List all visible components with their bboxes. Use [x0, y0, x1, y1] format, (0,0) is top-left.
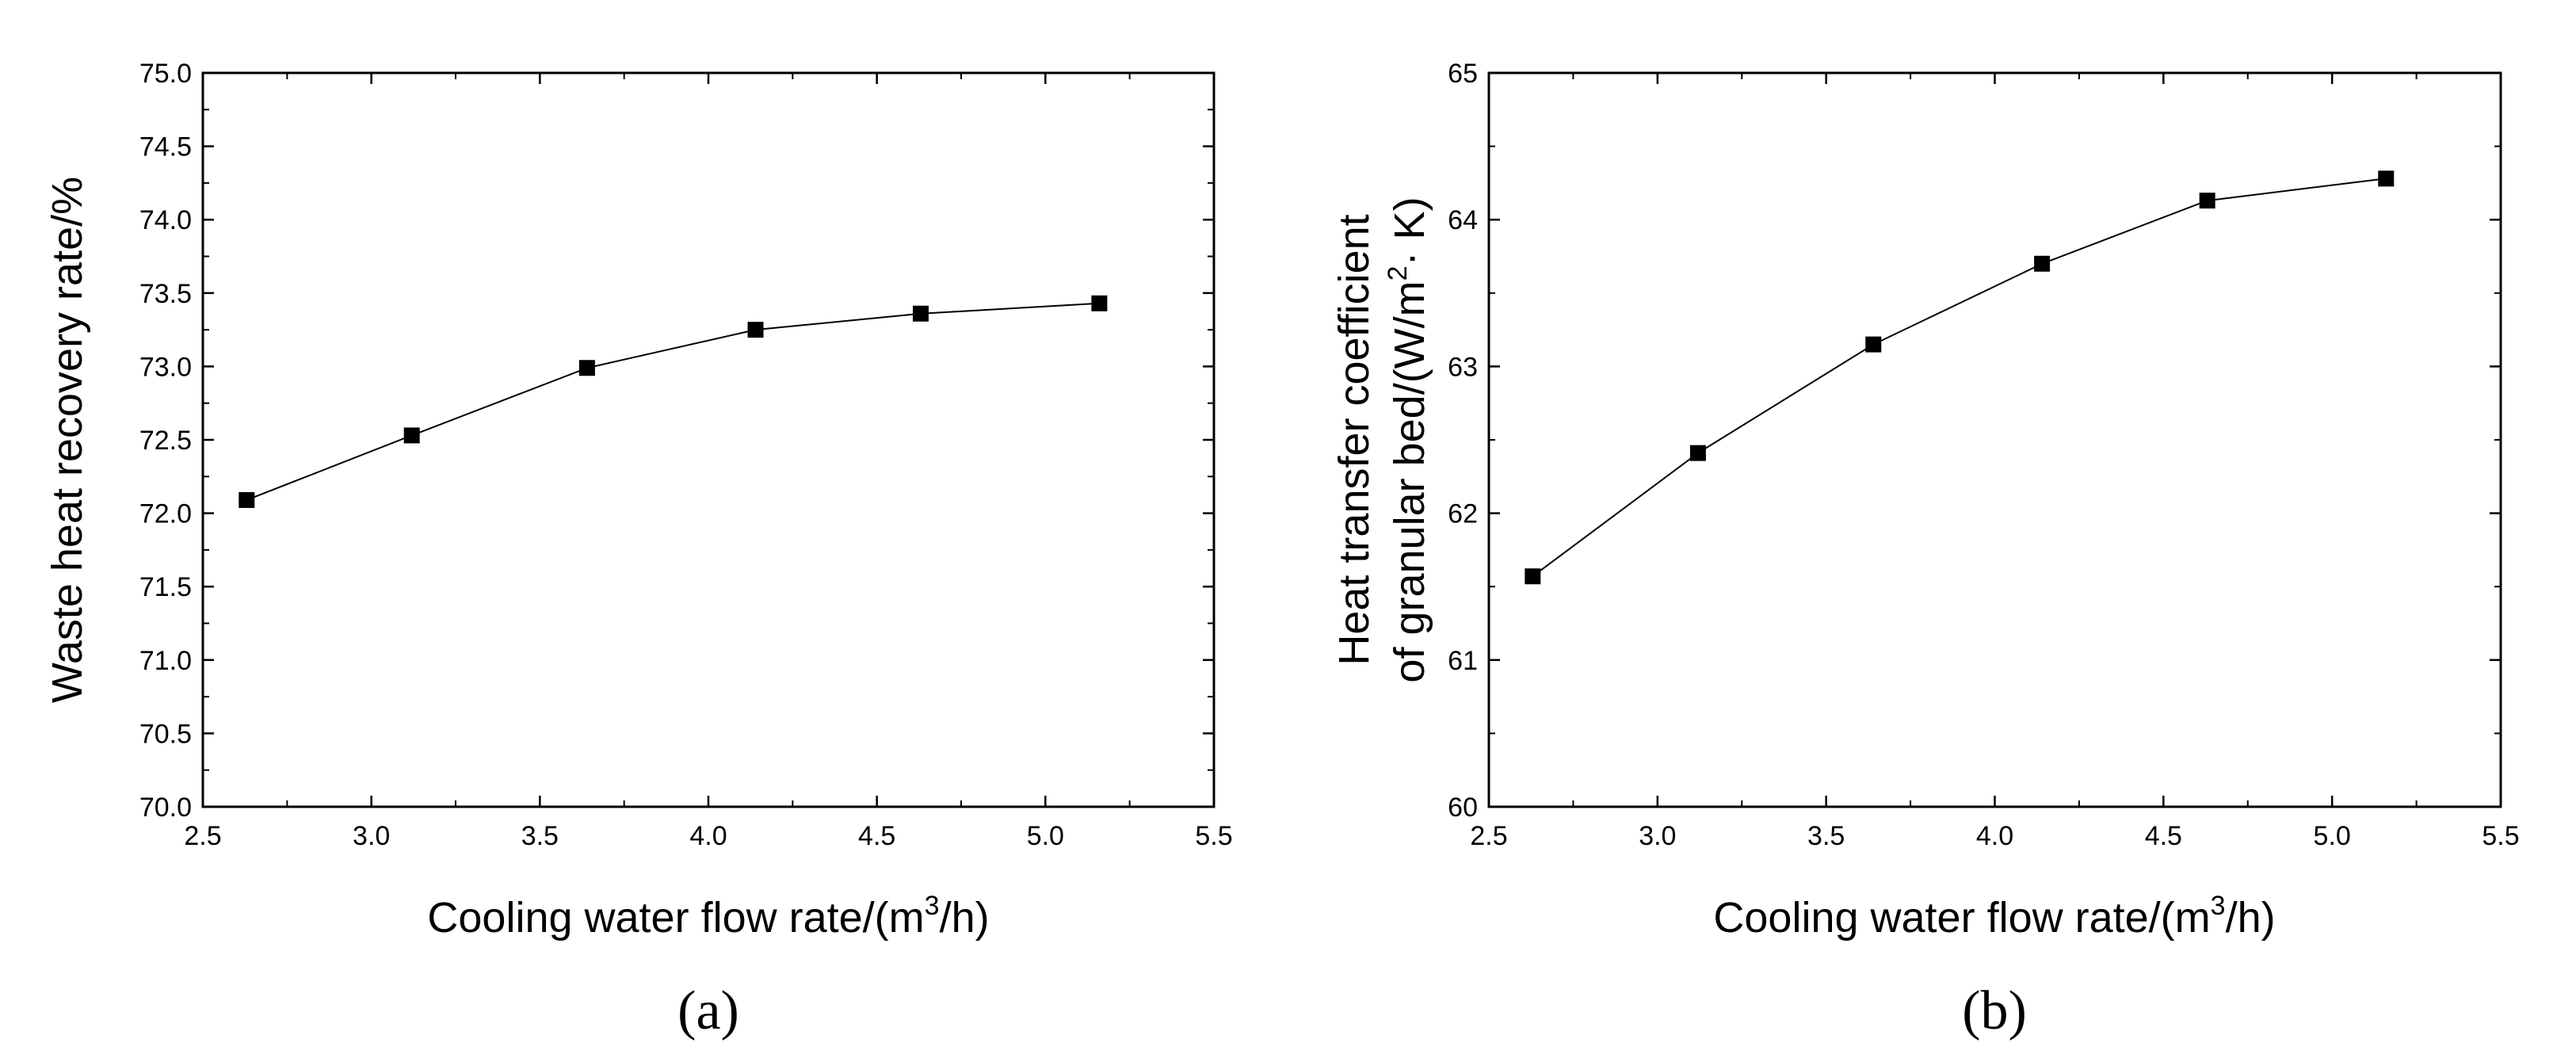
- series-markers: [1525, 170, 2395, 585]
- y-tick-label: 71.5: [139, 572, 192, 602]
- y-axis-label: Waste heat recovery rate/%: [44, 177, 91, 703]
- y-tick-label: 71.0: [139, 646, 192, 676]
- y-tick-labels: 70.0 70.5 71.0 71.5 72.0 72.5 73.0 73.5 74.0 74.5…: [139, 59, 192, 823]
- x-tick-label: 3.0: [353, 821, 390, 851]
- panel-label-a: (a): [677, 980, 739, 1041]
- x-tick-label: 2.5: [1470, 821, 1507, 851]
- y-tick-label: 70.0: [139, 793, 192, 823]
- y-tick-label: 61: [1448, 646, 1478, 676]
- data-point: [578, 360, 595, 376]
- y-tick-labels: 60 61 62 63 64 65: [1448, 59, 1478, 823]
- y-tick-label: 73.0: [139, 352, 192, 382]
- x-tick-label: 4.0: [689, 821, 727, 851]
- x-tick-label: 2.5: [184, 821, 221, 851]
- data-point: [239, 491, 255, 508]
- x-tick-label: 3.5: [1807, 821, 1845, 851]
- x-tick-label: 5.0: [2314, 821, 2351, 851]
- x-tick-label: 3.0: [1639, 821, 1676, 851]
- y-tick-label: 72.0: [139, 499, 192, 529]
- chart-panel-a: 2.5 3.0 3.5 4.0 4.5 5.0 5.5 70.0 70.5 71.0 71.5 72…: [44, 59, 1233, 1041]
- y-tick-label: 60: [1448, 793, 1478, 823]
- x-tick-label: 5.0: [1027, 821, 1064, 851]
- y-tick-label: 73.5: [139, 279, 192, 309]
- x-tick-labels: 2.5 3.0 3.5 4.0 4.5 5.0 5.5: [1470, 821, 2519, 851]
- x-tick-labels: 2.5 3.0 3.5 4.0 4.5 5.0 5.5: [184, 821, 1232, 851]
- data-point: [2034, 255, 2051, 272]
- data-point: [2378, 170, 2395, 187]
- data-point: [1091, 295, 1108, 311]
- data-point: [2199, 193, 2215, 209]
- x-tick-label: 4.0: [1976, 821, 2013, 851]
- x-axis-label: Cooling water flow rate/(m3/h): [427, 891, 989, 942]
- chart-panel-b: 2.5 3.0 3.5 4.0 4.5 5.0 5.5 60 61 62 63 64 65 Cooli…: [1330, 59, 2520, 1041]
- x-tick-label: 5.5: [2482, 821, 2519, 851]
- series-line-path: [246, 302, 1100, 501]
- major-ticks: [1487, 71, 2502, 808]
- data-point: [403, 427, 420, 444]
- x-tick-label: 4.5: [2145, 821, 2182, 851]
- series-line-path: [1532, 178, 2387, 578]
- data-point: [1689, 445, 1706, 461]
- y-axis-label-line2: of granular bed/(W/m2· K): [1383, 197, 1433, 682]
- series-markers: [239, 295, 1108, 508]
- panel-label-b: (b): [1962, 980, 2027, 1041]
- data-point: [912, 305, 929, 322]
- y-axis-label-line1: Heat transfer coefficient: [1330, 214, 1378, 665]
- y-tick-label: 74.5: [139, 132, 192, 162]
- x-tick-label: 5.5: [1195, 821, 1232, 851]
- series-line: [1532, 178, 2387, 578]
- x-tick-label: 3.5: [521, 821, 559, 851]
- y-tick-label: 72.5: [139, 426, 192, 456]
- y-tick-label: 65: [1448, 59, 1478, 89]
- major-ticks: [201, 71, 1215, 808]
- y-tick-label: 70.5: [139, 719, 192, 749]
- y-tick-label: 63: [1448, 352, 1478, 382]
- x-axis-label: Cooling water flow rate/(m3/h): [1713, 891, 2275, 942]
- data-point: [1525, 568, 1541, 585]
- y-tick-label: 64: [1448, 205, 1478, 235]
- series-line: [246, 302, 1100, 501]
- y-tick-label: 62: [1448, 499, 1478, 529]
- data-point: [747, 322, 764, 338]
- x-tick-label: 4.5: [858, 821, 895, 851]
- data-point: [1865, 336, 1882, 353]
- minor-ticks: [202, 72, 1215, 808]
- y-tick-label: 75.0: [139, 59, 192, 89]
- plot-frame: [201, 71, 1215, 808]
- y-tick-label: 74.0: [139, 205, 192, 235]
